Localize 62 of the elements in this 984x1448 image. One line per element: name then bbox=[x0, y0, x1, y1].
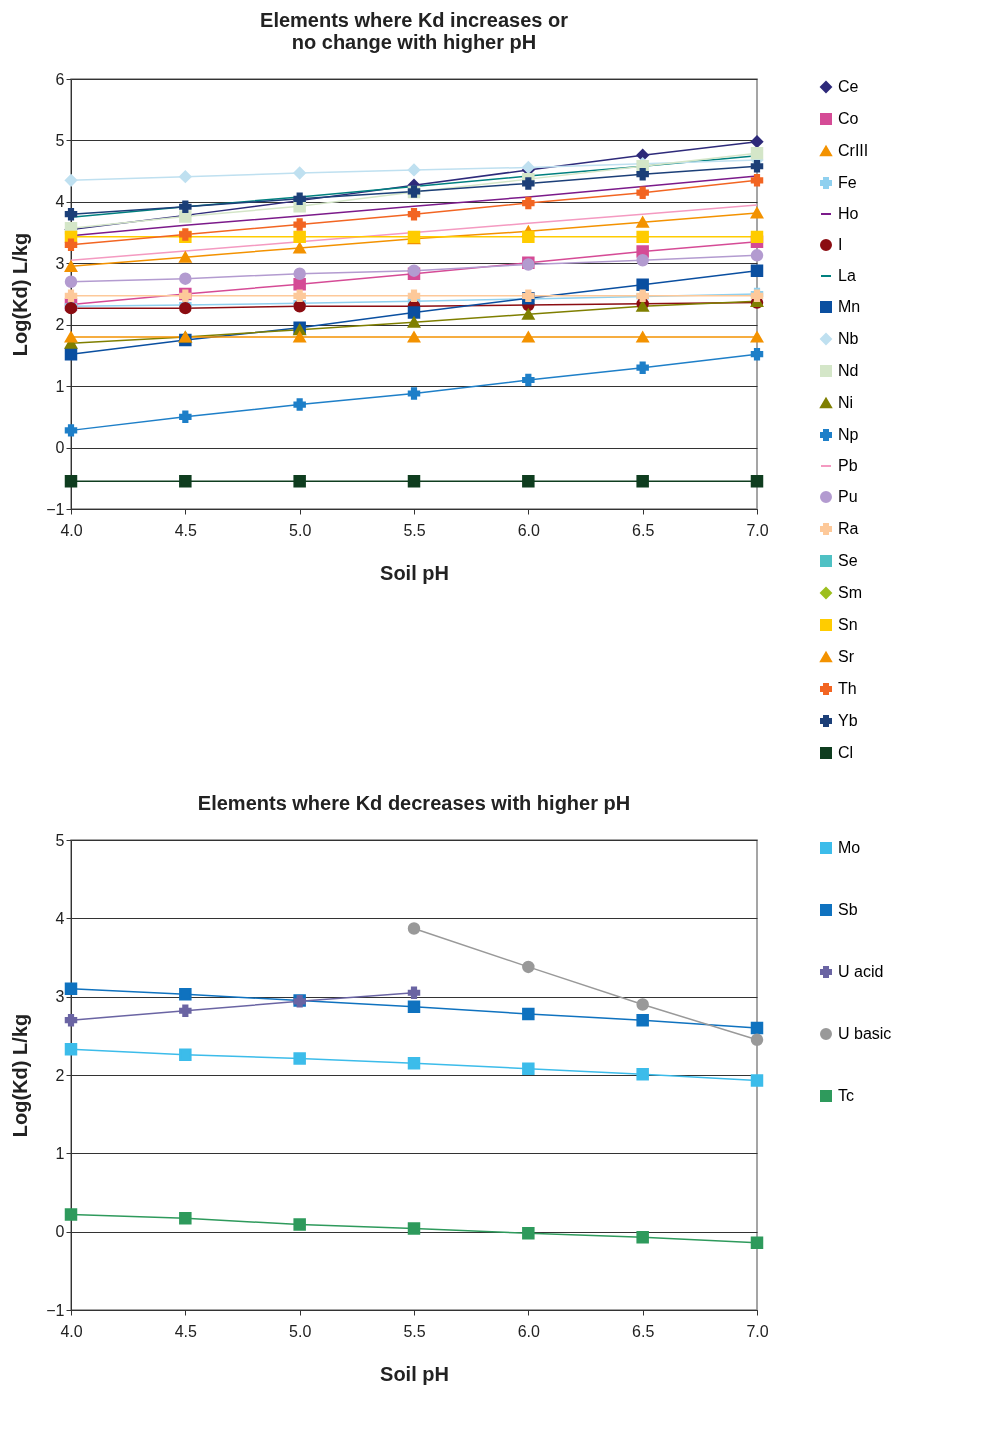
legend-label: Th bbox=[838, 680, 857, 697]
x-tick-label: 4.5 bbox=[174, 1322, 198, 1340]
legend-label: La bbox=[838, 267, 856, 284]
legend-label: Nd bbox=[838, 362, 859, 379]
legend-label: Ce bbox=[838, 78, 859, 95]
x-tick-label: 5.5 bbox=[403, 521, 426, 539]
y-axis-title: Log(Kd) L/kg bbox=[9, 232, 32, 357]
legend-label: I bbox=[838, 236, 843, 253]
legend-label: Pb bbox=[838, 457, 858, 474]
y-tick-label: 4 bbox=[55, 193, 65, 211]
legend-label: Se bbox=[838, 552, 858, 569]
x-tick-label: 6.0 bbox=[517, 1322, 541, 1340]
x-tick-label: 4.0 bbox=[60, 1322, 83, 1340]
y-tick-label: −1 bbox=[46, 1301, 65, 1319]
x-axis-title: Soil pH bbox=[380, 1362, 449, 1385]
y-tick-label: 0 bbox=[55, 439, 65, 457]
legend-label: Nb bbox=[838, 330, 859, 347]
legend-label: Ho bbox=[838, 205, 859, 222]
y-tick-label: 6 bbox=[55, 70, 65, 88]
y-tick-label: 0 bbox=[55, 1223, 65, 1241]
legend-label: Fe bbox=[838, 174, 857, 191]
x-tick-label: 6.0 bbox=[517, 521, 541, 539]
legend-label: Co bbox=[838, 110, 859, 127]
x-tick-label: 6.5 bbox=[632, 521, 655, 539]
legend-label: Mo bbox=[838, 839, 861, 856]
legend-label: Mn bbox=[838, 298, 861, 315]
x-tick-label: 5.0 bbox=[289, 521, 312, 539]
x-axis-title: Soil pH bbox=[380, 561, 449, 584]
y-tick-label: 5 bbox=[55, 131, 65, 149]
legend-label: Sn bbox=[838, 616, 858, 633]
legend-label: Sm bbox=[838, 584, 862, 601]
x-tick-label: 5.5 bbox=[403, 1322, 426, 1340]
y-tick-label: 1 bbox=[55, 1144, 65, 1162]
legend-label: Yb bbox=[838, 712, 858, 729]
y-tick-label: 3 bbox=[55, 988, 65, 1006]
x-tick-label: 7.0 bbox=[746, 521, 769, 539]
x-tick-label: 4.0 bbox=[60, 521, 83, 539]
legend-label: Tc bbox=[838, 1087, 854, 1104]
y-tick-label: −1 bbox=[46, 500, 65, 518]
legend-label: Sb bbox=[838, 901, 858, 918]
legend-label: Pu bbox=[838, 488, 858, 505]
chart-title: Elements where Kd increases or no change with higher pH bbox=[260, 9, 569, 53]
legend-label: Sr bbox=[838, 648, 855, 665]
y-tick-label: 4 bbox=[55, 909, 65, 927]
legend-label: Ni bbox=[838, 394, 854, 411]
y-axis-title: Log(Kd) L/kg bbox=[9, 1013, 32, 1138]
x-tick-label: 4.5 bbox=[174, 521, 198, 539]
legend-label: U acid bbox=[838, 963, 884, 980]
y-tick-label: 2 bbox=[55, 1066, 65, 1084]
legend-label: Cl bbox=[838, 744, 854, 761]
y-tick-label: 5 bbox=[55, 831, 65, 849]
legend-label: Np bbox=[838, 426, 859, 443]
legend-label: U basic bbox=[838, 1025, 892, 1042]
x-tick-label: 6.5 bbox=[632, 1322, 655, 1340]
y-tick-label: 1 bbox=[55, 377, 65, 395]
x-tick-label: 5.0 bbox=[289, 1322, 312, 1340]
legend-label: Ra bbox=[838, 520, 859, 537]
x-tick-label: 7.0 bbox=[746, 1322, 769, 1340]
chart-title: Elements where Kd decreases with higher pH bbox=[197, 792, 631, 814]
y-tick-label: 3 bbox=[55, 254, 65, 272]
legend-label: CrIII bbox=[838, 142, 869, 159]
y-tick-label: 2 bbox=[55, 316, 65, 334]
